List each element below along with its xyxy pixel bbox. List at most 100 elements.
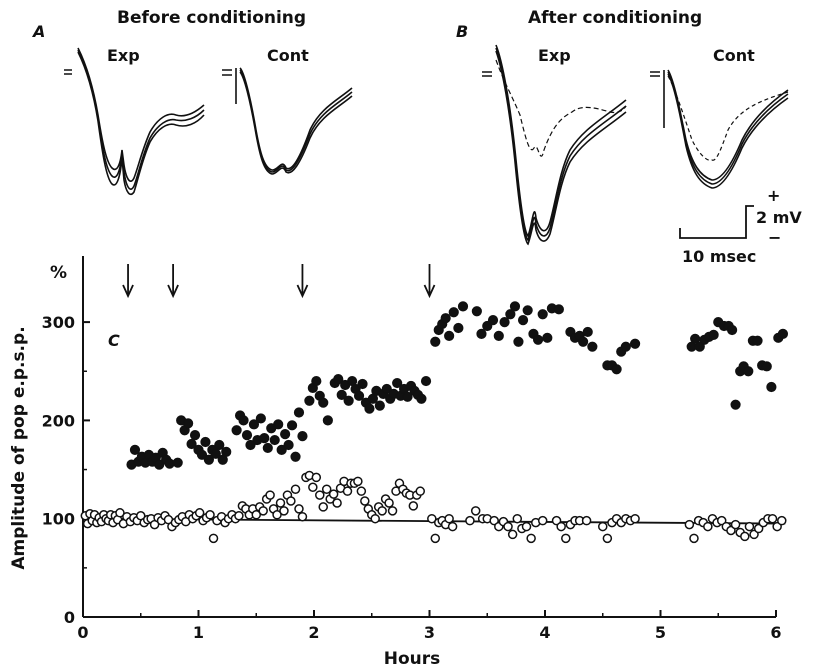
y-tick-label: 0: [64, 608, 75, 627]
exp-point: [203, 454, 214, 465]
exp-point: [578, 336, 589, 347]
cont-point: [353, 476, 363, 487]
scale-bar-plus: +: [767, 186, 780, 205]
exp-point: [430, 336, 441, 347]
cont-point: [290, 484, 301, 494]
exp-point: [353, 390, 365, 401]
x-axis-label: Hours: [384, 649, 441, 666]
exp-point: [357, 378, 368, 390]
cont-point: [332, 498, 342, 508]
cont-point: [360, 496, 370, 506]
exp-point: [311, 375, 322, 387]
cont-point: [415, 486, 426, 496]
exp-point: [457, 301, 469, 312]
exp-point: [241, 430, 253, 441]
exp-point: [777, 328, 789, 339]
exp-point: [231, 425, 242, 436]
cont-point: [503, 521, 513, 532]
exp-point: [154, 459, 165, 470]
exp-point: [752, 335, 763, 346]
exp-point: [290, 451, 301, 462]
y-unit-label: %: [50, 263, 67, 283]
y-tick-label: 200: [42, 411, 75, 430]
panel-b-title: After conditioning: [528, 8, 702, 28]
cont-point: [427, 513, 437, 524]
exp-point: [262, 442, 273, 454]
cont-point: [328, 489, 339, 499]
panel-a-exp-traces: [64, 47, 205, 196]
panel-b-cont-traces: [650, 69, 789, 189]
exp-point: [532, 334, 544, 345]
conditioning-arrow: [122, 264, 134, 299]
cont-point: [294, 504, 304, 514]
exp-point: [238, 415, 249, 426]
cont-point: [703, 521, 713, 532]
x-tick-label: 5: [655, 623, 666, 642]
exp-point: [743, 366, 754, 377]
exp-point: [318, 397, 329, 408]
exp-point: [708, 329, 719, 340]
cont-point: [205, 510, 215, 520]
conditioning-arrow: [423, 264, 436, 299]
exp-point: [471, 306, 482, 317]
exp-point: [392, 377, 403, 389]
cont-point: [537, 515, 548, 526]
y-tick-label: 100: [42, 510, 75, 529]
exp-point: [766, 381, 777, 393]
cont-point: [370, 513, 380, 524]
cont-point: [377, 506, 387, 516]
panel-b-exp-label: Exp: [538, 46, 571, 65]
exp-point: [210, 448, 221, 459]
x-tick-label: 6: [770, 623, 781, 642]
panel-b-exp-traces: [482, 44, 627, 246]
exp-point: [189, 430, 201, 441]
exp-point: [542, 332, 553, 343]
exp-point: [186, 438, 197, 450]
cont-point: [507, 529, 518, 540]
cont-point: [444, 513, 454, 524]
exp-point: [499, 317, 510, 328]
cont-point: [258, 506, 268, 516]
exp-point: [129, 444, 141, 455]
cont-point: [630, 513, 640, 524]
exp-point: [336, 389, 347, 400]
exp-point: [200, 436, 211, 448]
exp-point: [293, 407, 305, 418]
exp-point: [476, 328, 487, 339]
cont-point: [598, 521, 608, 532]
exp-point: [522, 305, 533, 316]
cont-point: [777, 515, 787, 526]
exp-point: [280, 429, 291, 440]
exp-point: [245, 439, 256, 451]
cont-point: [315, 490, 325, 500]
exp-point: [416, 393, 427, 404]
scale-bar: + 2 mV − 10 msec: [679, 186, 802, 266]
exp-point: [273, 419, 284, 430]
cont-point: [408, 501, 419, 511]
cont-point: [194, 508, 205, 518]
cont-point: [308, 482, 318, 492]
scale-bar-time-label: 10 msec: [682, 247, 756, 266]
exp-point: [587, 341, 598, 352]
exp-point: [374, 400, 385, 411]
cont-point: [430, 533, 441, 544]
panel-a-exp-label: Exp: [107, 46, 140, 65]
panel-b-letter: B: [456, 22, 468, 41]
exp-point: [611, 364, 622, 375]
scale-bar-minus: −: [768, 228, 781, 247]
cont-point: [465, 515, 475, 526]
exp-point: [761, 361, 772, 372]
x-tick-label: 4: [539, 623, 550, 642]
cont-point: [234, 511, 244, 521]
cont-point: [384, 498, 394, 508]
cont-point: [272, 510, 282, 520]
conditioning-arrows: [122, 264, 436, 299]
exp-point: [509, 301, 521, 312]
exp-point: [322, 415, 333, 426]
exp-point: [582, 326, 593, 338]
panel-c-chart: % C Amplitude of pop e.p.s.p. Hours 0 1 2 3…: [9, 256, 789, 666]
exp-point: [553, 304, 564, 315]
cont-point: [279, 506, 289, 516]
scale-bar-voltage-label: 2 mV: [756, 208, 802, 227]
